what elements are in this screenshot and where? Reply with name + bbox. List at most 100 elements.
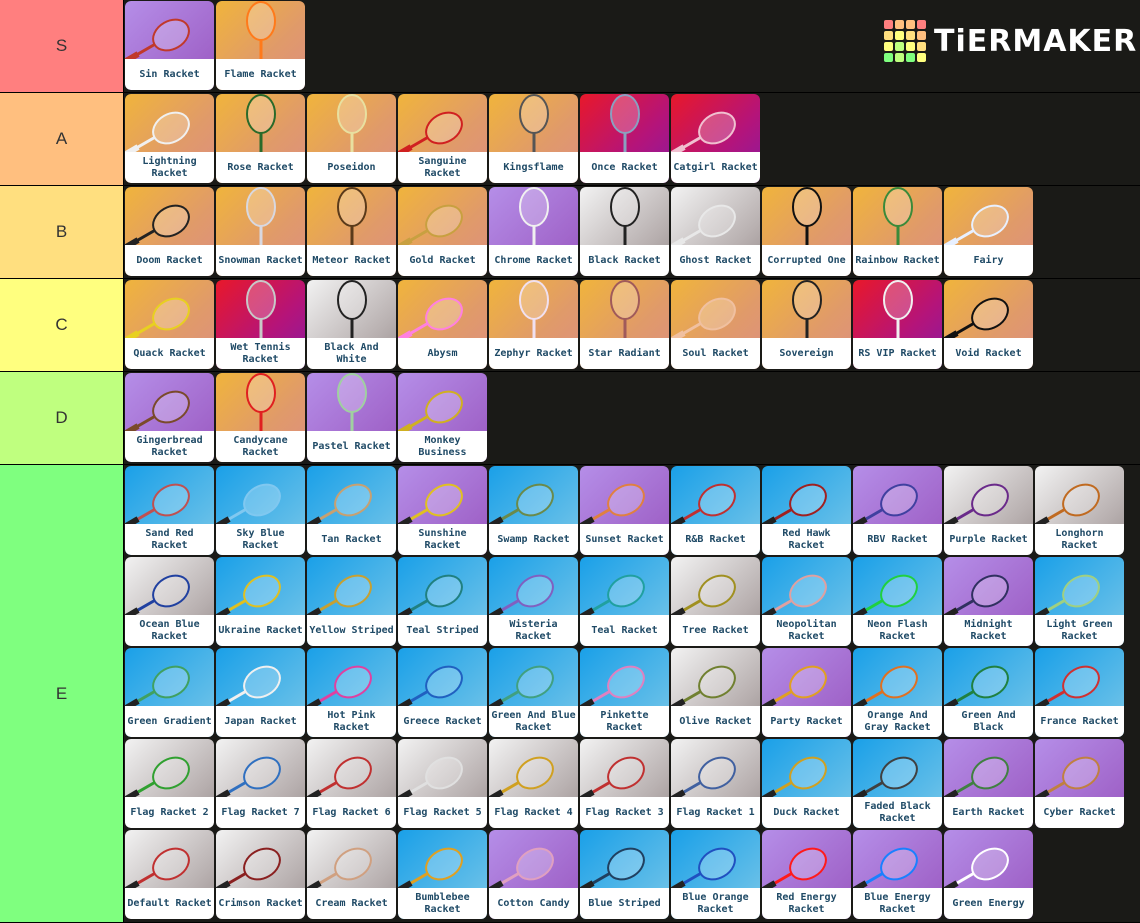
tier-item[interactable]: Snowman Racket (216, 187, 305, 276)
tier-item[interactable]: R&B Racket (671, 466, 760, 555)
tier-item[interactable]: Corrupted One (762, 187, 851, 276)
tier-item[interactable]: Ghost Racket (671, 187, 760, 276)
tier-item[interactable]: Lightning Racket (125, 94, 214, 183)
tier-label[interactable]: E (0, 465, 124, 922)
tier-item[interactable]: Soul Racket (671, 280, 760, 369)
tier-item[interactable]: Bumblebee Racket (398, 830, 487, 919)
tier-label[interactable]: B (0, 186, 124, 278)
tier-item[interactable]: Flag Racket 7 (216, 739, 305, 828)
tier-label[interactable]: S (0, 0, 124, 92)
tier-item[interactable]: Blue Energy Racket (853, 830, 942, 919)
logo-square (895, 20, 904, 29)
tier-item[interactable]: Green And Blue Racket (489, 648, 578, 737)
tier-item[interactable]: Light Green Racket (1035, 557, 1124, 646)
tier-item[interactable]: Zephyr Racket (489, 280, 578, 369)
tier-item[interactable]: Sanguine Racket (398, 94, 487, 183)
tier-item[interactable]: Ukraine Racket (216, 557, 305, 646)
tier-item[interactable]: Catgirl Racket (671, 94, 760, 183)
tier-item[interactable]: Blue Striped (580, 830, 669, 919)
tier-item[interactable]: Purple Racket (944, 466, 1033, 555)
tier-item[interactable]: Once Racket (580, 94, 669, 183)
tier-item[interactable]: Flag Racket 1 (671, 739, 760, 828)
tier-item[interactable]: Duck Racket (762, 739, 851, 828)
tier-item[interactable]: Wisteria Racket (489, 557, 578, 646)
item-label: Catgirl Racket (671, 152, 760, 183)
tier-item[interactable]: Cream Racket (307, 830, 396, 919)
tier-item[interactable]: Meteor Racket (307, 187, 396, 276)
tier-item[interactable]: Candycane Racket (216, 373, 305, 462)
tier-item[interactable]: Flag Racket 2 (125, 739, 214, 828)
tier-item[interactable]: Sand Red Racket (125, 466, 214, 555)
tier-item[interactable]: Flag Racket 5 (398, 739, 487, 828)
tier-item[interactable]: Monkey Business (398, 373, 487, 462)
tier-item[interactable]: Red Hawk Racket (762, 466, 851, 555)
tier-item[interactable]: Longhorn Racket (1035, 466, 1124, 555)
tier-item[interactable]: Void Racket (944, 280, 1033, 369)
tier-item[interactable]: Faded Black Racket (853, 739, 942, 828)
tier-item[interactable]: Green Energy (944, 830, 1033, 919)
tier-item[interactable]: Wet Tennis Racket (216, 280, 305, 369)
tier-item[interactable]: Ocean Blue Racket (125, 557, 214, 646)
tier-item[interactable]: Earth Racket (944, 739, 1033, 828)
item-label: Meteor Racket (307, 245, 396, 276)
tier-item[interactable]: Neon Flash Racket (853, 557, 942, 646)
tier-item[interactable]: Teal Striped (398, 557, 487, 646)
tier-item[interactable]: France Racket (1035, 648, 1124, 737)
tiermaker-logo[interactable]: TiERMAKER (884, 20, 1137, 62)
tier-label[interactable]: C (0, 279, 124, 371)
tier-item[interactable]: Fairy (944, 187, 1033, 276)
tier-item[interactable]: Sin Racket (125, 1, 214, 90)
tier-item[interactable]: Yellow Striped (307, 557, 396, 646)
tier-item[interactable]: Black And White (307, 280, 396, 369)
tier-item[interactable]: Poseidon (307, 94, 396, 183)
tier-item[interactable]: Party Racket (762, 648, 851, 737)
tier-item[interactable]: Kingsflame (489, 94, 578, 183)
logo-square (917, 31, 926, 40)
tier-item[interactable]: Sky Blue Racket (216, 466, 305, 555)
tier-item[interactable]: Star Radiant (580, 280, 669, 369)
tier-item[interactable]: RS VIP Racket (853, 280, 942, 369)
tier-item[interactable]: Midnight Racket (944, 557, 1033, 646)
tier-item[interactable]: Crimson Racket (216, 830, 305, 919)
tier-item[interactable]: Gold Racket (398, 187, 487, 276)
tier-item[interactable]: Cyber Racket (1035, 739, 1124, 828)
tier-item[interactable]: Cotton Candy (489, 830, 578, 919)
tier-item[interactable]: Green And Black (944, 648, 1033, 737)
tier-item[interactable]: Default Racket (125, 830, 214, 919)
tier-item[interactable]: Flag Racket 6 (307, 739, 396, 828)
tier-item[interactable]: Hot Pink Racket (307, 648, 396, 737)
tier-item[interactable]: Abysm (398, 280, 487, 369)
tier-item[interactable]: Green Gradient (125, 648, 214, 737)
tier-item[interactable]: Olive Racket (671, 648, 760, 737)
tier-item[interactable]: Tree Racket (671, 557, 760, 646)
tier-item[interactable]: Pastel Racket (307, 373, 396, 462)
tier-item[interactable]: Blue Orange Racket (671, 830, 760, 919)
tier-item[interactable]: Tan Racket (307, 466, 396, 555)
tier-item[interactable]: Rainbow Racket (853, 187, 942, 276)
tier-item[interactable]: Teal Racket (580, 557, 669, 646)
tier-item[interactable]: Black Racket (580, 187, 669, 276)
tier-item[interactable]: Greece Racket (398, 648, 487, 737)
tier-item[interactable]: Sunshine Racket (398, 466, 487, 555)
item-label: RS VIP Racket (853, 338, 942, 369)
tier-item[interactable]: Gingerbread Racket (125, 373, 214, 462)
tier-item[interactable]: RBV Racket (853, 466, 942, 555)
tier-label[interactable]: D (0, 372, 124, 464)
tier-item[interactable]: Quack Racket (125, 280, 214, 369)
tier-item[interactable]: Flame Racket (216, 1, 305, 90)
tier-item[interactable]: Japan Racket (216, 648, 305, 737)
tier-label[interactable]: A (0, 93, 124, 185)
tier-item[interactable]: Chrome Racket (489, 187, 578, 276)
tier-item[interactable]: Neopolitan Racket (762, 557, 851, 646)
tier-item[interactable]: Rose Racket (216, 94, 305, 183)
tier-item[interactable]: Orange And Gray Racket (853, 648, 942, 737)
tier-item[interactable]: Flag Racket 3 (580, 739, 669, 828)
tier-item[interactable]: Sunset Racket (580, 466, 669, 555)
tier-item[interactable]: Flag Racket 4 (489, 739, 578, 828)
tier-item[interactable]: Doom Racket (125, 187, 214, 276)
tier-item[interactable]: Swamp Racket (489, 466, 578, 555)
tier-item[interactable]: Red Energy Racket (762, 830, 851, 919)
tier-item[interactable]: Sovereign (762, 280, 851, 369)
item-label: Flag Racket 7 (216, 797, 305, 828)
tier-item[interactable]: Pinkette Racket (580, 648, 669, 737)
